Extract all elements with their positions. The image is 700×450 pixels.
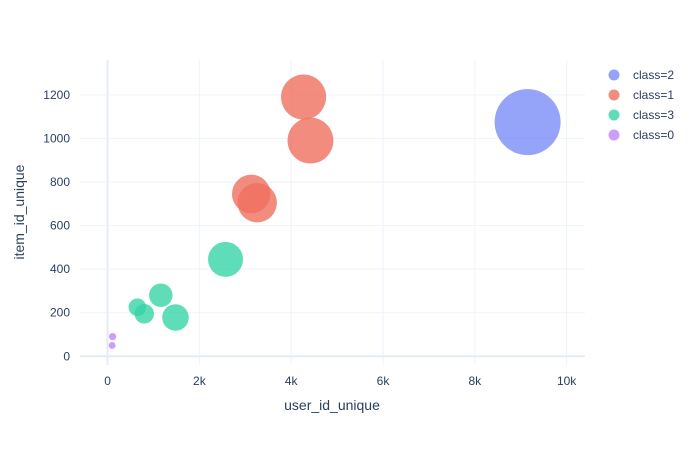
y-tick-label: 1200 [43, 88, 70, 102]
bubble-class-2-1[interactable] [494, 89, 561, 156]
legend-marker-class-1[interactable] [608, 89, 620, 101]
legend-label-class-3[interactable]: class=3 [633, 108, 674, 122]
legend-marker-class-0[interactable] [608, 129, 620, 141]
y-tick-label: 200 [50, 306, 70, 320]
x-axis-title: user_id_unique [284, 397, 380, 413]
bubble-class-0-2[interactable] [108, 341, 116, 349]
bubble-class-0-1[interactable] [108, 333, 117, 341]
y-axis-title: item_id_unique [11, 164, 27, 259]
legend-marker-class-3[interactable] [608, 109, 620, 121]
bubble-class-3-2[interactable] [149, 283, 173, 308]
bubble-class-1-4[interactable] [237, 182, 277, 223]
y-tick-label: 600 [50, 219, 70, 233]
y-tick-label: 400 [50, 262, 70, 276]
y-tick-label: 1000 [43, 131, 70, 145]
legend[interactable]: class=2 class=1 class=3 class=0 [608, 68, 675, 142]
y-tick-label: 800 [50, 175, 70, 189]
x-tick-label: 4k [285, 374, 299, 388]
x-tick-label: 10k [557, 374, 577, 388]
x-tick-label: 2k [193, 374, 207, 388]
bubble-class-1-2[interactable] [287, 117, 334, 164]
bubble-class-3-1[interactable] [208, 241, 244, 277]
legend-marker-class-2[interactable] [608, 69, 620, 81]
x-tick-label: 8k [468, 374, 482, 388]
legend-label-class-0[interactable]: class=0 [633, 128, 674, 142]
axis-layer: 0 2k 4k 6k 8k 10k 0 200 400 600 800 1000 1200 [43, 88, 577, 388]
legend-label-class-2[interactable]: class=2 [633, 68, 674, 82]
y-tick-label: 0 [63, 349, 70, 363]
bubble-class-3-3[interactable] [162, 304, 189, 331]
points-layer[interactable] [108, 74, 561, 349]
bubble-class-1-1[interactable] [281, 74, 327, 120]
x-tick-label: 6k [377, 374, 391, 388]
bubble-class-3-5[interactable] [134, 304, 155, 324]
legend-label-class-1[interactable]: class=1 [633, 88, 674, 102]
x-tick-label: 0 [104, 374, 111, 388]
